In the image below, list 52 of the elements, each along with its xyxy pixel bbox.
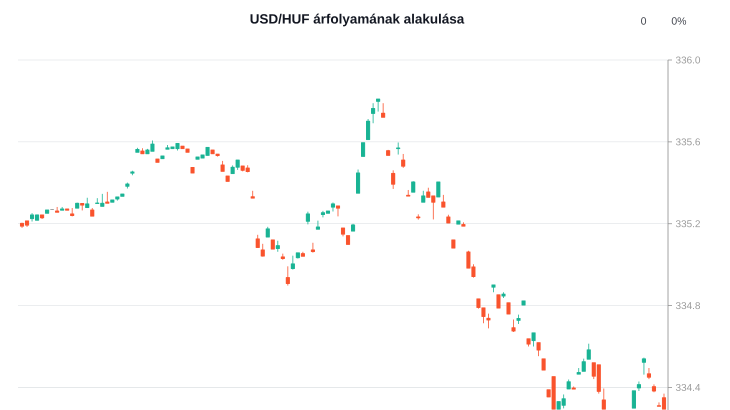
y-tick-label: 336.0: [676, 56, 700, 64]
chart-title: USD/HUF árfolyamának alakulása: [250, 14, 464, 26]
candlestick: [286, 266, 290, 286]
candlestick: [532, 332, 536, 347]
candlestick: [542, 358, 546, 371]
candlestick: [266, 226, 270, 238]
candlestick: [366, 118, 370, 140]
candlestick: [310, 242, 315, 253]
candlestick: [516, 314, 521, 324]
candlestick: [486, 313, 491, 329]
y-tick-label: 334.4: [676, 384, 700, 392]
text: 0: [641, 17, 646, 25]
candlestick: [566, 379, 571, 390]
candlestick: [401, 154, 406, 168]
candlestick: [220, 160, 225, 172]
candlestick: [602, 388, 606, 410]
candlestick: [361, 142, 366, 158]
candlestick: [290, 255, 295, 270]
candlestick: [256, 234, 260, 248]
candlestick: [260, 243, 265, 258]
y-tick-label: 334.8: [676, 302, 700, 310]
candlestick: [536, 342, 541, 357]
candlestick: [356, 169, 360, 194]
candlestick: [436, 181, 440, 198]
candlestick: [270, 239, 275, 250]
candlestick: [586, 343, 591, 360]
candlestick: [632, 390, 636, 409]
candlestick: [371, 102, 376, 124]
candlestick: [381, 102, 386, 118]
candlestick: [391, 170, 396, 190]
y-tick-label: 335.2: [676, 220, 700, 228]
candlestick: [330, 202, 336, 212]
candlestick: [306, 211, 310, 225]
candlestick: [506, 302, 511, 315]
candlestick: [646, 368, 652, 380]
candlestick: [582, 358, 586, 372]
candlestick: [336, 205, 340, 217]
candlestick: [636, 381, 641, 392]
candlestick: [105, 191, 110, 204]
candlestick: [496, 294, 501, 309]
candlestick: [441, 194, 446, 208]
candlestick: [376, 98, 380, 112]
candlestick: [411, 180, 416, 193]
candlestick: [346, 235, 350, 246]
candlestick: [85, 197, 90, 208]
candlestick: [396, 142, 400, 155]
candlestick: [511, 319, 516, 332]
candlestick: [642, 357, 646, 375]
candlestick: [276, 240, 280, 252]
text: 0%: [672, 17, 686, 25]
candlestick: [421, 190, 426, 203]
y-tick-label: 335.6: [676, 138, 700, 146]
